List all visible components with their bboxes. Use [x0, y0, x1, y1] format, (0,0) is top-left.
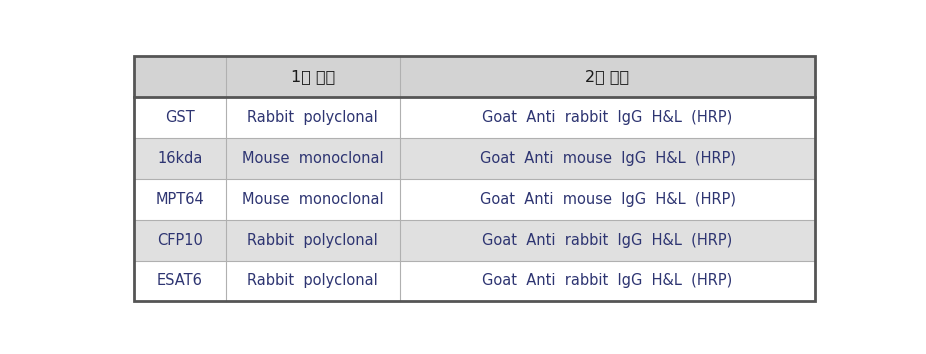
Bar — [226, 179, 400, 219]
Bar — [400, 219, 816, 261]
Text: Goat  Anti  rabbit  IgG  H&L  (HRP): Goat Anti rabbit IgG H&L (HRP) — [482, 110, 732, 125]
Bar — [133, 56, 816, 302]
Bar — [133, 179, 226, 219]
Text: ESAT6: ESAT6 — [156, 274, 203, 289]
Bar — [400, 138, 816, 179]
Bar — [133, 56, 226, 97]
Bar — [133, 138, 226, 179]
Text: Goat  Anti  mouse  IgG  H&L  (HRP): Goat Anti mouse IgG H&L (HRP) — [480, 151, 735, 166]
Bar — [400, 97, 816, 138]
Bar — [133, 219, 226, 261]
Bar — [226, 56, 400, 97]
Text: Goat  Anti  rabbit  IgG  H&L  (HRP): Goat Anti rabbit IgG H&L (HRP) — [482, 233, 732, 247]
Text: 2차 항체: 2차 항체 — [585, 69, 630, 84]
Text: GST: GST — [165, 110, 194, 125]
Text: Mouse  monoclonal: Mouse monoclonal — [242, 151, 383, 166]
Bar — [226, 138, 400, 179]
Bar — [226, 261, 400, 302]
Bar — [400, 179, 816, 219]
Text: Goat  Anti  rabbit  IgG  H&L  (HRP): Goat Anti rabbit IgG H&L (HRP) — [482, 274, 732, 289]
Bar — [226, 219, 400, 261]
Text: 1차 항체: 1차 항체 — [291, 69, 335, 84]
Bar — [133, 97, 226, 138]
Text: Goat  Anti  mouse  IgG  H&L  (HRP): Goat Anti mouse IgG H&L (HRP) — [480, 192, 735, 207]
Text: Mouse  monoclonal: Mouse monoclonal — [242, 192, 383, 207]
Bar — [226, 97, 400, 138]
Text: 16kda: 16kda — [157, 151, 203, 166]
Text: Rabbit  polyclonal: Rabbit polyclonal — [247, 233, 378, 247]
Bar — [400, 261, 816, 302]
Bar — [400, 56, 816, 97]
Text: Rabbit  polyclonal: Rabbit polyclonal — [247, 274, 378, 289]
Bar — [133, 261, 226, 302]
Text: Rabbit  polyclonal: Rabbit polyclonal — [247, 110, 378, 125]
Text: CFP10: CFP10 — [156, 233, 203, 247]
Text: MPT64: MPT64 — [156, 192, 204, 207]
